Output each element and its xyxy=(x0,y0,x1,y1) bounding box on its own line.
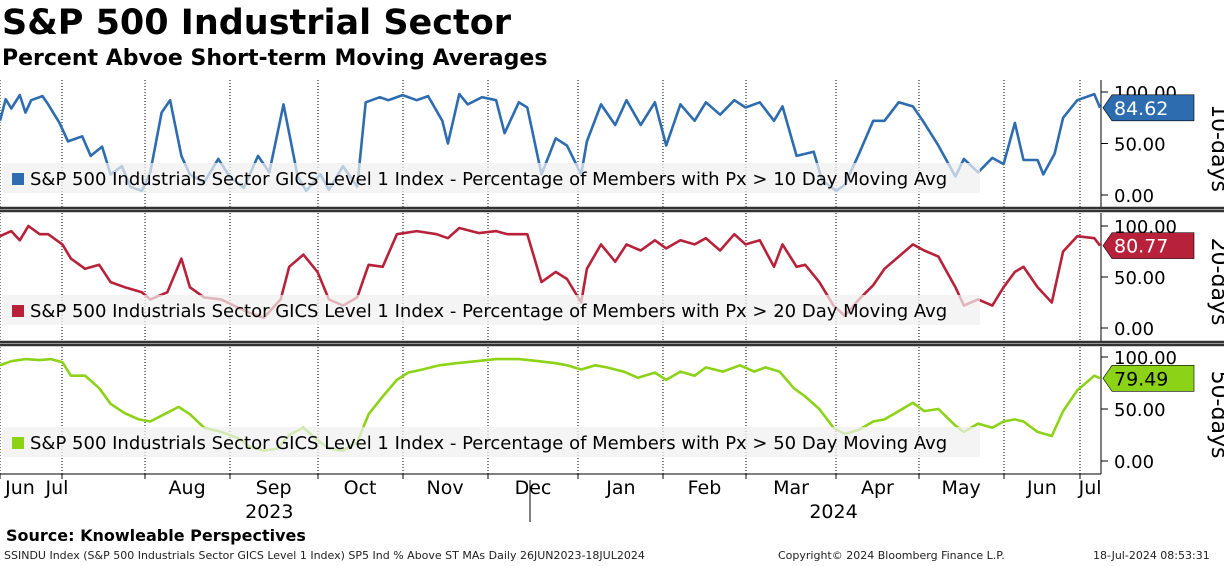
x-tick-label-dec: Dec xyxy=(515,477,552,499)
y-tick-label: 0.00 xyxy=(1114,452,1154,473)
y-tick-label: 50.00 xyxy=(1114,268,1166,289)
legend-label: S&P 500 Industrials Sector GICS Level 1 … xyxy=(30,301,947,322)
legend-swatch xyxy=(12,173,24,185)
chart-title: S&P 500 Industrial Sector xyxy=(2,3,512,43)
x-tick-label-sep: Sep xyxy=(256,477,292,499)
x-tick-label-nov: Nov xyxy=(427,477,464,499)
last-value-tag: 79.49 xyxy=(1102,365,1195,392)
last-value-tag: 80.77 xyxy=(1102,232,1195,259)
y-tick-label: 50.00 xyxy=(1114,400,1166,421)
series-line xyxy=(0,357,1101,452)
y-tick-label: 0.00 xyxy=(1114,319,1154,340)
y-tick-label: 100.00 xyxy=(1114,348,1177,369)
legend-label: S&P 500 Industrials Sector GICS Level 1 … xyxy=(30,433,947,454)
series-line xyxy=(0,224,1102,320)
copyright: Copyright© 2024 Bloomberg Finance L.P. xyxy=(778,549,1005,562)
last-value-label: 80.77 xyxy=(1114,236,1168,258)
last-value-flag xyxy=(1102,365,1195,392)
ticker-info: SSINDU Index (S&P 500 Industrials Sector… xyxy=(4,549,645,562)
x-tick-label-apr: Apr xyxy=(861,477,894,499)
x-tick-label-jan: Jan xyxy=(605,477,635,499)
legend-box xyxy=(2,427,980,457)
last-value-flag xyxy=(1102,94,1195,122)
last-value-tag: 84.62 xyxy=(1102,94,1195,122)
legend-box xyxy=(2,163,980,193)
axis-label-10-days: 10-days xyxy=(1206,104,1224,192)
x-tick-label-aug: Aug xyxy=(169,477,206,499)
axis-label-50-days: 50-days xyxy=(1206,371,1224,459)
chart-subtitle: Percent Abvoe Short-term Moving Averages xyxy=(2,46,548,71)
panel-20-days: S&P 500 Industrials Sector GICS Level 1 … xyxy=(0,213,1224,342)
legend-swatch xyxy=(12,305,24,317)
last-value-flag xyxy=(1102,232,1195,259)
legend-label: S&P 500 Industrials Sector GICS Level 1 … xyxy=(30,169,947,190)
x-tick-label-jul: Jul xyxy=(1078,477,1102,499)
x-tick-label-may: May xyxy=(941,477,980,499)
y-tick-label: 50.00 xyxy=(1114,135,1166,156)
source-note: Source: Knowleable Perspectives xyxy=(6,526,306,545)
x-tick-label-jun: Jun xyxy=(1026,477,1057,499)
x-tick-label-jun: Jun xyxy=(4,477,35,499)
year-label-2023: 2023 xyxy=(245,501,293,523)
panel-50-days: S&P 500 Industrials Sector GICS Level 1 … xyxy=(0,347,1224,474)
legend-swatch xyxy=(12,437,24,449)
axis-label-20-days: 20-days xyxy=(1206,238,1224,326)
x-tick-label-mar: Mar xyxy=(773,477,809,499)
legend-box xyxy=(2,295,980,325)
x-tick-label-feb: Feb xyxy=(688,477,722,499)
timestamp: 18-Jul-2024 08:53:31 xyxy=(1093,549,1210,562)
last-value-label: 84.62 xyxy=(1114,98,1168,120)
year-label-2024: 2024 xyxy=(809,501,857,523)
last-value-label: 79.49 xyxy=(1114,368,1168,390)
y-tick-label: 0.00 xyxy=(1114,186,1154,207)
x-tick-label-oct: Oct xyxy=(344,477,377,499)
x-tick-label-jul: Jul xyxy=(45,477,69,499)
panel-10-days: S&P 500 Industrials Sector GICS Level 1 … xyxy=(0,80,1224,208)
